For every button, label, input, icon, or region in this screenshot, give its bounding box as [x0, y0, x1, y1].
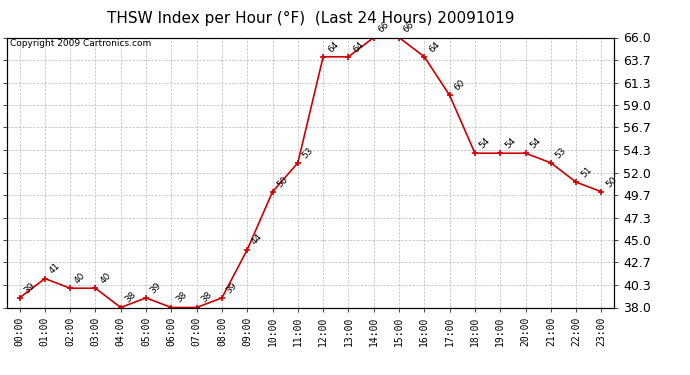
Text: 39: 39	[22, 280, 37, 295]
Text: 40: 40	[73, 271, 88, 285]
Text: 54: 54	[503, 136, 518, 150]
Text: 50: 50	[275, 174, 290, 189]
Text: 64: 64	[427, 40, 442, 54]
Text: 51: 51	[579, 165, 593, 179]
Text: 54: 54	[477, 136, 492, 150]
Text: THSW Index per Hour (°F)  (Last 24 Hours) 20091019: THSW Index per Hour (°F) (Last 24 Hours)…	[107, 11, 514, 26]
Text: 44: 44	[250, 232, 264, 247]
Text: 53: 53	[553, 146, 568, 160]
Text: 53: 53	[301, 146, 315, 160]
Text: 54: 54	[529, 136, 543, 150]
Text: 50: 50	[604, 174, 619, 189]
Text: 66: 66	[402, 20, 416, 35]
Text: 38: 38	[199, 290, 214, 305]
Text: 60: 60	[453, 78, 467, 93]
Text: 64: 64	[351, 40, 366, 54]
Text: 41: 41	[48, 261, 62, 276]
Text: 38: 38	[124, 290, 138, 305]
Text: Copyright 2009 Cartronics.com: Copyright 2009 Cartronics.com	[10, 39, 151, 48]
Text: 39: 39	[149, 280, 164, 295]
Text: 39: 39	[225, 280, 239, 295]
Text: 66: 66	[377, 20, 391, 35]
Text: 64: 64	[326, 40, 340, 54]
Text: 38: 38	[174, 290, 188, 305]
Text: 40: 40	[98, 271, 112, 285]
